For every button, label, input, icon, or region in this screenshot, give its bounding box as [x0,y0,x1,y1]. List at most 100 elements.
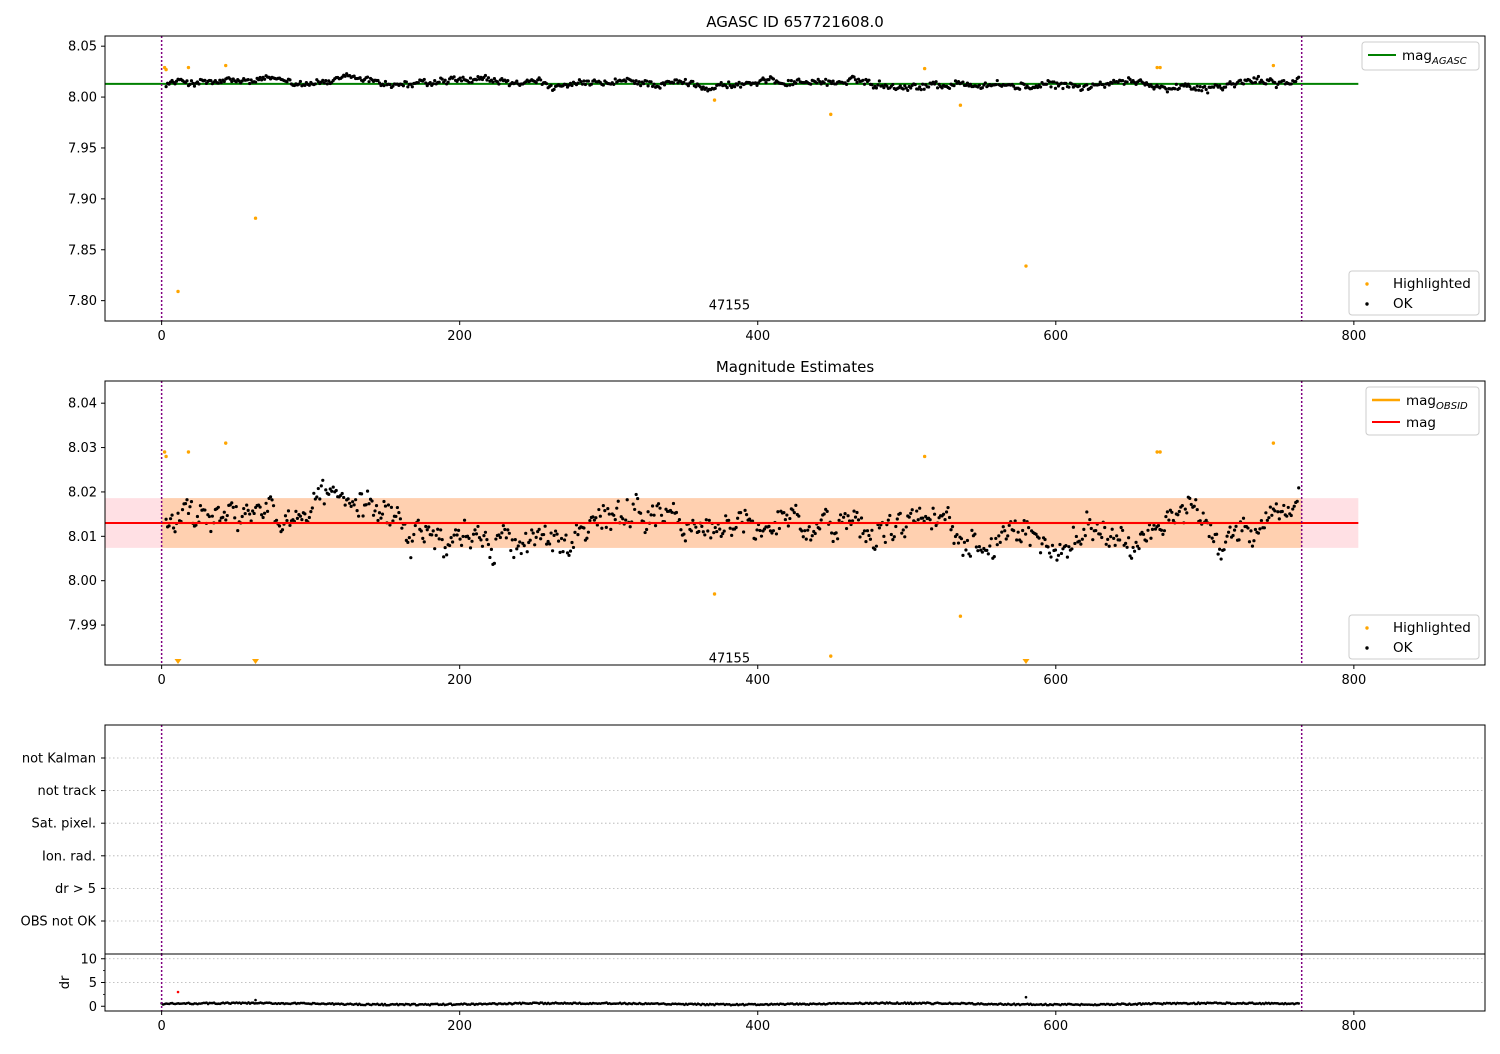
ok-point [545,542,549,546]
dr-point [1297,1002,1301,1005]
ok-point [867,533,871,538]
ok-point [1210,536,1214,540]
ok-point [830,81,834,86]
ok-point [873,547,877,551]
highlighted-point [253,216,258,220]
ok-point [649,513,653,517]
ok-point [701,85,705,89]
ok-point [1274,502,1278,506]
ok-point [1070,82,1074,86]
ok-point [1259,519,1264,523]
obsid-annotation: 47155 [709,299,750,314]
ok-point [1131,545,1135,550]
highlighted-point [922,454,927,459]
ok-point [534,81,538,85]
ok-point [1225,534,1229,538]
ok-point [494,537,498,541]
ok-point [391,519,395,523]
ok-point [941,512,946,516]
ok-point [197,82,201,86]
ok-point [321,478,325,482]
ok-point [1250,81,1255,85]
ok-point [264,501,268,505]
y-tick-label: 7.95 [68,141,97,156]
ok-point [903,535,907,539]
ok-point [327,79,331,83]
ok-point [935,86,940,90]
ok-point [452,533,456,537]
ok-point [1070,547,1074,551]
ok-point [383,79,388,84]
ok-point [451,540,455,544]
ok-point [1067,85,1071,89]
ok-point [1189,502,1193,507]
ok-point [774,532,779,536]
flag-row-label: OBS not OK [21,915,97,930]
ok-point [788,83,792,87]
ok-point [643,530,647,535]
ok-point [515,547,519,551]
ok-point [885,84,889,88]
ok-point [265,509,270,514]
ok-point [1258,527,1262,531]
ok-point [288,523,292,527]
ok-point [365,75,370,79]
ok-point [719,534,723,538]
ok-point [1194,498,1198,502]
ok-point [434,533,438,537]
ok-point [1174,82,1178,86]
ok-point [913,82,917,87]
ok-point [612,513,616,517]
ok-point [818,80,822,84]
ok-point [482,534,486,538]
ok-point [613,77,617,81]
ok-point [461,75,465,79]
ok-point [216,81,220,85]
ok-point [1201,511,1205,515]
ok-point [510,538,514,542]
ok-point [1089,85,1093,89]
ok-point [1053,548,1058,552]
panel-magnitude-estimates-frame [104,380,1486,666]
ok-point [553,529,558,533]
ok-point [831,79,835,83]
ok-point [934,523,938,528]
ok-point [809,538,813,542]
ok-point [483,530,488,534]
ok-point [977,83,981,87]
ok-point [1222,548,1226,552]
ok-point [409,82,413,86]
ok-point [185,498,189,502]
ok-point [288,78,292,82]
ok-point [443,78,447,82]
ok-point [357,514,361,518]
ok-point [649,80,653,84]
ok-point [786,524,790,528]
ok-point [1121,78,1125,83]
ok-point [561,549,565,554]
ok-point [670,510,674,514]
ok-point [485,78,489,82]
ok-point [1291,507,1295,511]
ok-point [1188,84,1192,89]
ok-point [515,79,519,83]
ok-point [964,548,968,552]
ok-point [409,556,413,560]
ok-point [909,511,913,515]
ok-point [843,512,847,516]
ok-point [961,80,965,84]
ok-point [570,540,574,545]
ok-point [437,80,441,84]
ok-point [1292,504,1296,508]
ok-point [358,76,362,80]
ok-point [467,536,471,540]
ok-point [818,527,822,531]
ok-point [1194,88,1198,92]
ok-point [1129,556,1134,560]
ok-point [1221,88,1225,92]
ok-point [764,81,768,85]
ok-point [397,510,401,515]
ok-point [691,518,695,523]
ok-point [727,518,731,522]
ok-point [952,541,956,545]
